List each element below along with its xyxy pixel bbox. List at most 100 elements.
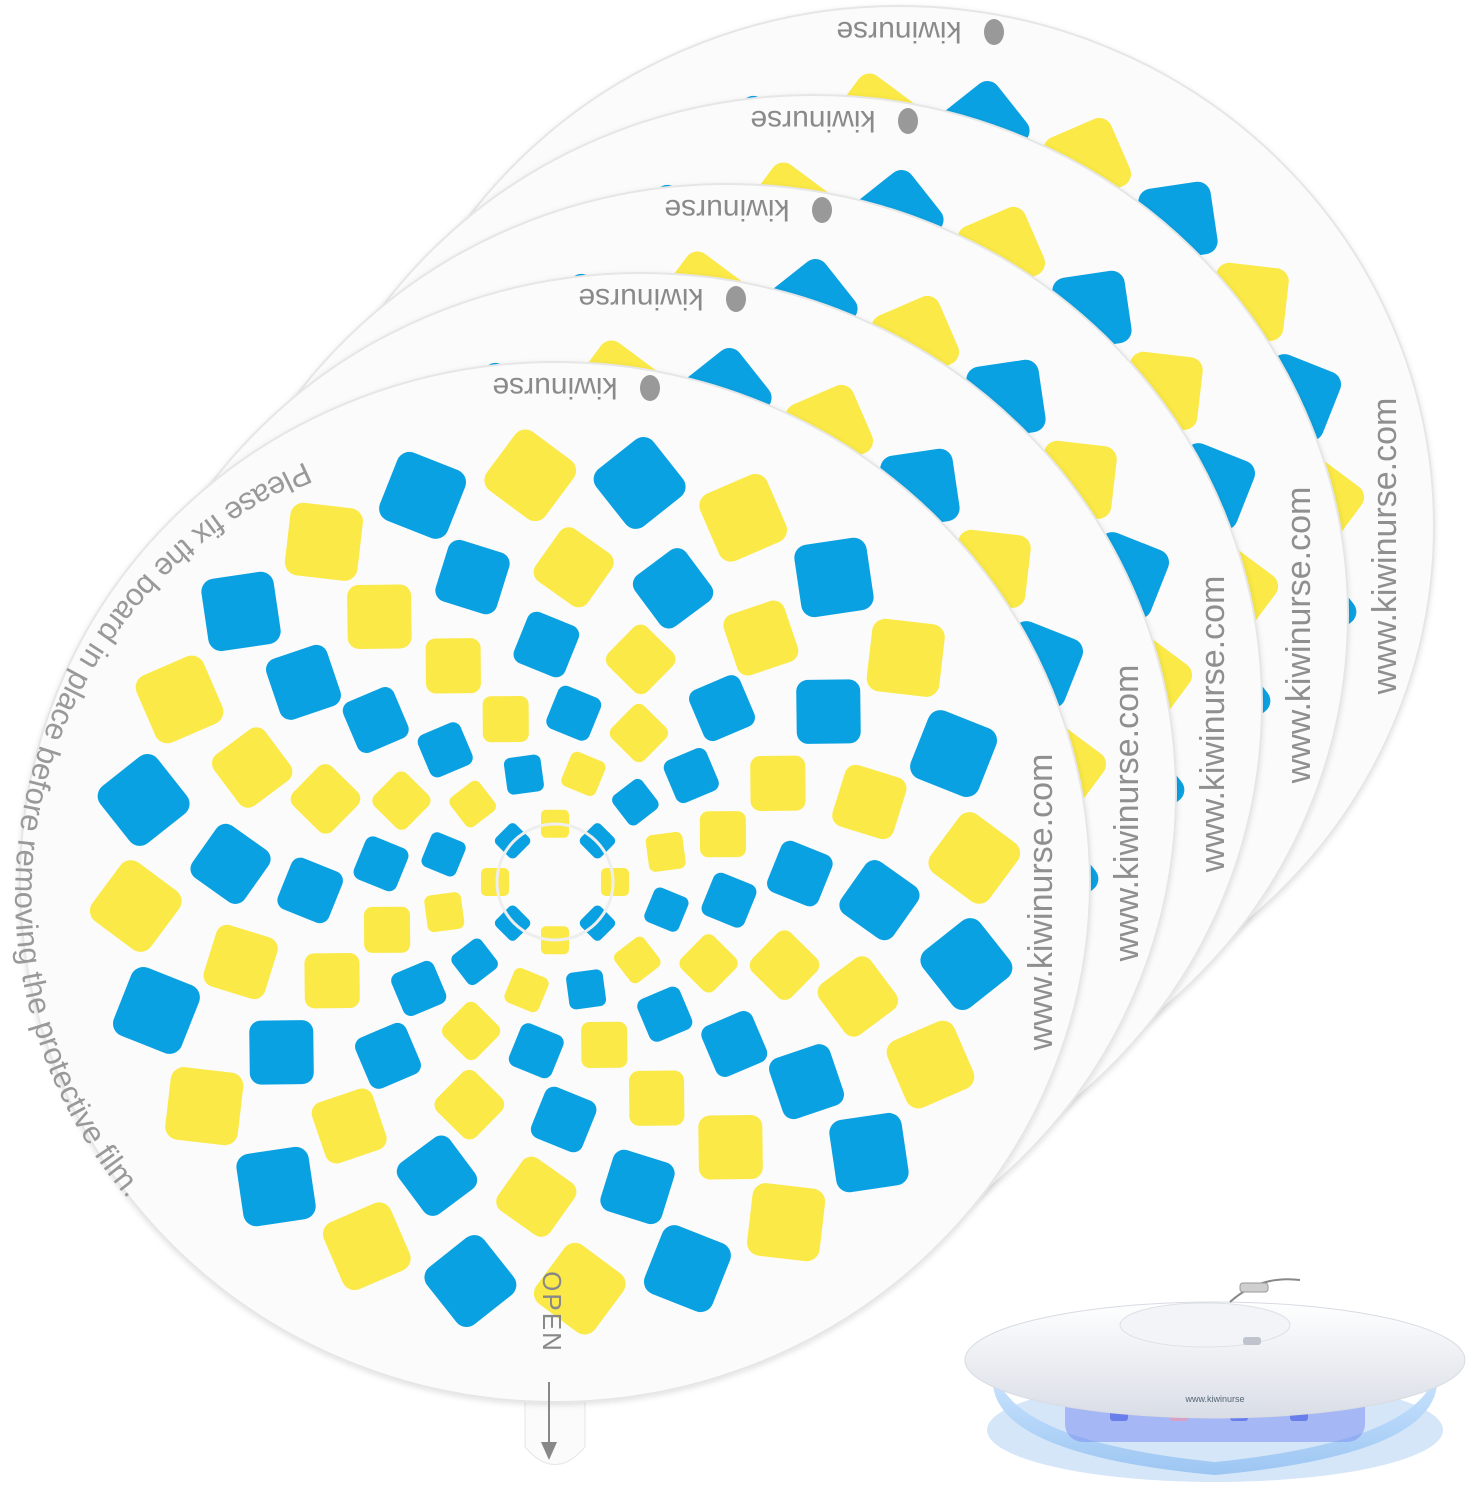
color-tile xyxy=(817,956,898,1037)
website-label: www.kiwinurse.com xyxy=(1108,665,1146,963)
color-tile xyxy=(533,1242,626,1335)
color-tile xyxy=(866,618,945,697)
color-tile xyxy=(581,1021,628,1068)
color-tile xyxy=(482,696,529,743)
color-tile xyxy=(135,655,224,744)
website-label: www.kiwinurse.com xyxy=(1194,576,1232,874)
brand-label: kiwinurse xyxy=(750,104,875,137)
color-tile xyxy=(97,753,190,846)
color-tile xyxy=(284,502,363,581)
color-tile xyxy=(645,831,686,872)
color-tile xyxy=(561,751,606,797)
kiwi-logo-icon xyxy=(726,286,746,312)
color-tile xyxy=(829,1112,909,1193)
color-tile xyxy=(496,1156,577,1237)
kiwi-logo-icon xyxy=(898,108,918,134)
color-tile xyxy=(372,771,431,830)
color-tile xyxy=(421,832,466,877)
color-tile xyxy=(747,1183,826,1262)
color-tile xyxy=(201,571,281,652)
color-tile xyxy=(600,1149,675,1225)
open-label: OPEN xyxy=(537,1271,567,1353)
color-tile xyxy=(689,675,755,742)
color-tile xyxy=(629,1070,685,1126)
brand-label: kiwinurse xyxy=(578,282,703,315)
color-tile xyxy=(701,872,757,928)
color-tile xyxy=(449,780,496,828)
kiwi-logo-icon xyxy=(640,375,660,401)
color-tile xyxy=(663,747,719,804)
color-tile xyxy=(304,952,360,1009)
color-tile xyxy=(508,1023,564,1079)
color-tile xyxy=(749,930,820,1000)
color-tile xyxy=(920,918,1013,1011)
color-tile xyxy=(644,887,689,932)
color-tile xyxy=(504,967,549,1013)
color-tile xyxy=(679,934,738,993)
color-tile xyxy=(311,1088,387,1164)
usb-port xyxy=(1243,1337,1261,1345)
color-tile xyxy=(451,938,498,986)
color-tile xyxy=(533,527,614,608)
website-label: www.kiwinurse.com xyxy=(1022,754,1060,1052)
open-tab[interactable] xyxy=(524,1391,586,1465)
color-tile xyxy=(442,1001,501,1061)
color-tile xyxy=(698,1115,763,1180)
color-tile xyxy=(417,722,473,778)
color-tile xyxy=(699,811,747,858)
brand-label: kiwinurse xyxy=(836,15,961,48)
color-tile xyxy=(112,966,200,1054)
color-tile xyxy=(236,1146,316,1227)
color-tile xyxy=(614,936,661,984)
color-tile xyxy=(396,1135,478,1216)
color-tile xyxy=(353,836,409,892)
color-tile xyxy=(424,1235,517,1328)
color-tile xyxy=(342,687,409,753)
color-tile xyxy=(566,969,607,1010)
website-label: www.kiwinurse.com xyxy=(1366,398,1404,696)
color-tile xyxy=(601,868,629,896)
color-tile xyxy=(435,539,510,615)
brand-label: kiwinurse xyxy=(664,193,789,226)
color-tile xyxy=(203,924,278,1000)
kiwi-logo-icon xyxy=(812,197,832,223)
color-tile xyxy=(513,611,580,678)
color-tile xyxy=(832,764,907,840)
color-tile xyxy=(347,584,412,649)
color-tile xyxy=(605,624,676,695)
color-tile xyxy=(165,1067,244,1146)
color-tile xyxy=(363,906,411,953)
color-tile xyxy=(322,1202,411,1291)
arrow-down-icon xyxy=(541,1382,557,1460)
color-tile xyxy=(632,548,714,629)
color-tile xyxy=(612,778,659,826)
color-tile xyxy=(750,755,806,812)
color-tile xyxy=(212,727,293,808)
color-tile xyxy=(910,710,998,798)
color-tile xyxy=(503,754,544,795)
color-tile xyxy=(701,1011,768,1077)
uv-sterilizer-device: www.kiwinurse xyxy=(964,1278,1466,1482)
color-tile xyxy=(481,868,509,896)
disc-body xyxy=(19,361,1091,1403)
color-tile xyxy=(530,1086,597,1153)
center-hole xyxy=(495,822,615,942)
color-tile xyxy=(290,764,361,834)
color-tile xyxy=(723,600,799,676)
color-tile xyxy=(796,679,861,744)
color-tile xyxy=(484,429,577,522)
color-tile xyxy=(355,1022,421,1089)
device-label: www.kiwinurse xyxy=(1184,1394,1244,1404)
color-tile xyxy=(266,644,341,720)
color-tile xyxy=(379,451,467,539)
color-tile xyxy=(839,860,920,941)
color-tile xyxy=(434,1069,505,1140)
kiwi-logo-icon xyxy=(984,19,1004,45)
color-tile xyxy=(249,1020,314,1085)
color-tile xyxy=(928,812,1021,904)
color-tile xyxy=(767,840,833,907)
color-tile xyxy=(277,857,343,924)
color-tile xyxy=(609,703,668,763)
